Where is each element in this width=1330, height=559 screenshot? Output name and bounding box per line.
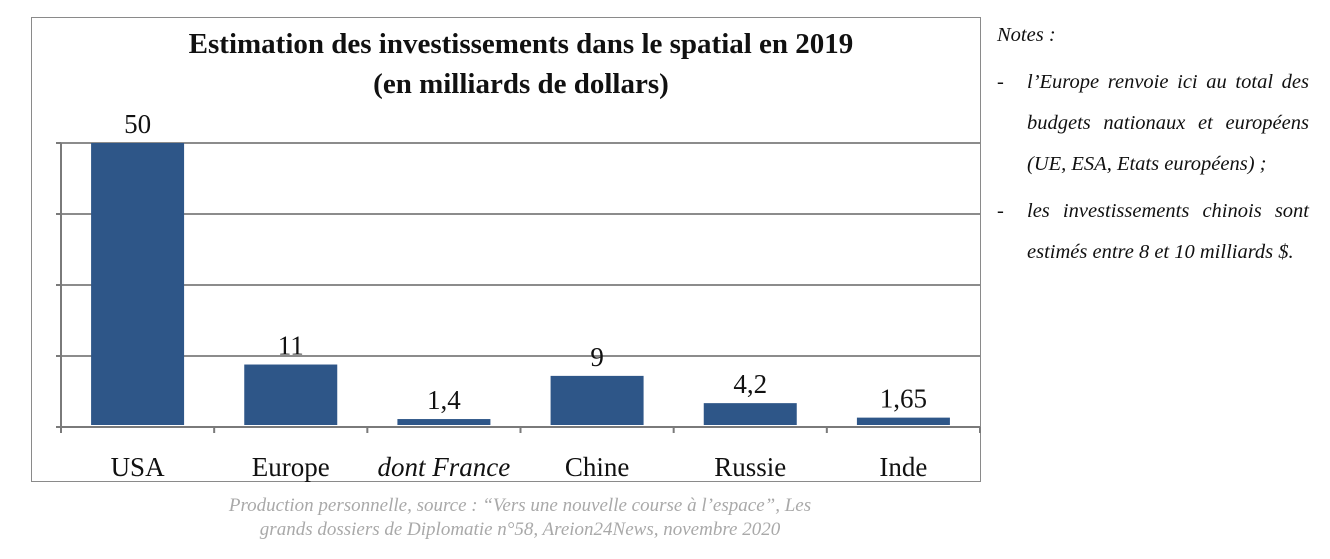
note-item: - les investissements chinois sont estim… xyxy=(997,191,1309,273)
bar-russie xyxy=(703,403,797,425)
bar-value-label: 4,2 xyxy=(733,369,767,399)
bar-dont-france xyxy=(397,419,491,425)
x-tick-label: Europe xyxy=(252,452,330,482)
x-tick-label: Russie xyxy=(714,452,786,482)
note-text: les investissements chinois sont estimés… xyxy=(1027,200,1309,263)
bar-value-label: 1,65 xyxy=(880,384,927,414)
bar-value-label: 9 xyxy=(590,342,604,372)
bar-value-label: 11 xyxy=(278,331,304,361)
labels-layer: 50 USA 11 Europe 1,4 dont France 9 Chine 4,2 Russ… xyxy=(111,109,928,482)
chart-frame xyxy=(31,17,981,482)
bar-chine xyxy=(550,375,644,425)
source-line-1: Production personnelle, source : “Vers u… xyxy=(228,495,812,516)
x-tick-label: Chine xyxy=(565,452,630,482)
note-bullet: - xyxy=(997,200,1004,222)
source-caption: Production personnelle, source : “Vers u… xyxy=(0,494,1040,542)
note-bullet: - xyxy=(997,71,1004,93)
notes-panel: Notes : - l’Europe renvoie ici au total … xyxy=(997,18,1309,279)
grid-layer xyxy=(56,142,981,433)
note-text: l’Europe renvoie ici au total des budget… xyxy=(1027,71,1309,175)
chart-title-line1: Estimation des investissements dans le s… xyxy=(188,28,854,60)
bar-chart: 50 USA 11 Europe 1,4 dont France 9 Chine 4,2 Russ… xyxy=(56,109,981,482)
bar-value-label: 50 xyxy=(124,109,151,139)
bars-layer xyxy=(91,143,950,425)
chart-title-line2: (en milliards de dollars) xyxy=(373,68,669,100)
bar-europe xyxy=(244,364,338,425)
notes-title: Notes : xyxy=(997,24,1056,46)
note-item: - l’Europe renvoie ici au total des budg… xyxy=(997,62,1309,185)
bar-inde xyxy=(856,417,950,425)
bar-value-label: 1,4 xyxy=(427,385,461,415)
x-tick-label: Inde xyxy=(879,452,927,482)
x-tick-label: dont France xyxy=(378,452,511,482)
chart-title: Estimation des investissements dans le s… xyxy=(31,24,1011,104)
x-tick-label: USA xyxy=(111,452,166,482)
bar-usa xyxy=(91,143,185,425)
source-line-2: grands dossiers de Diplomatie n°58, Arei… xyxy=(259,519,781,540)
